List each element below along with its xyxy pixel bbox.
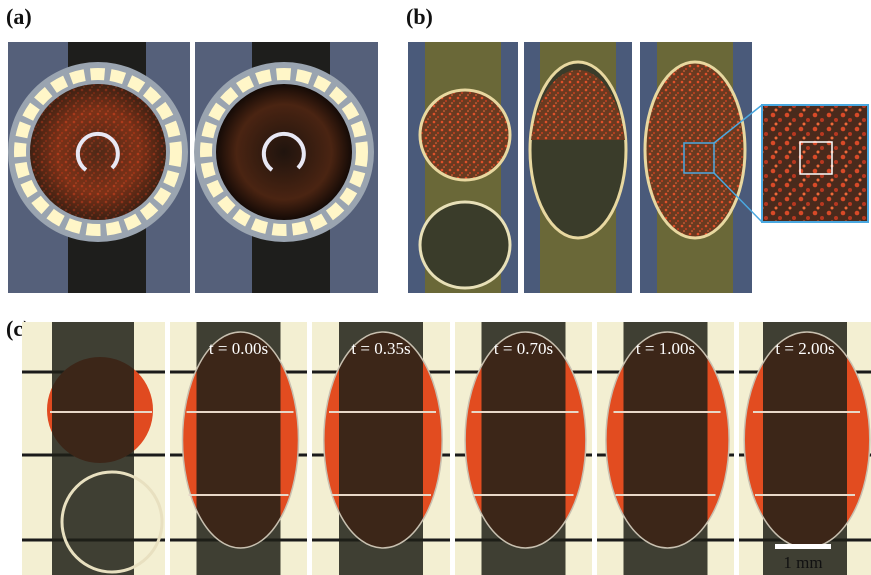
strip (339, 322, 423, 575)
droplet (420, 90, 510, 180)
panel-c-frame: t = 0.70s (455, 322, 592, 575)
particles (30, 84, 166, 220)
inset-image (762, 105, 868, 222)
scale-line (775, 544, 831, 549)
panel-b-frame-1 (408, 42, 518, 293)
strip (197, 322, 281, 575)
empty-ring (420, 202, 510, 288)
timestamp: t = 0.00s (209, 339, 268, 358)
timestamp: t = 2.00s (775, 339, 834, 358)
panel-a-frame-1 (8, 42, 190, 293)
sample (216, 84, 352, 220)
panel-label: (a) (6, 4, 32, 29)
scale-label: 1 mm (783, 553, 822, 572)
panel-c-frame: t = 0.35s (312, 322, 450, 575)
panel-c-frame: t = 0.00s (170, 322, 307, 575)
panel-b-frame-2 (524, 42, 632, 293)
scale-bar: 1 mm (775, 544, 831, 572)
panel-c-frame: t = 2.00s (739, 322, 871, 575)
figure: (a) (b) (0, 0, 871, 575)
panel-c-frames: t = 0.00s t = 0.35s t = 0.70s t = 1.00s t = … (170, 322, 871, 575)
panel-a-frame-2 (194, 42, 378, 293)
droplet (645, 62, 745, 238)
page: Figure html, body { margin: 0; padding: … (0, 0, 871, 575)
panel-c-frame: t = 1.00s (597, 322, 734, 575)
panel-b-inset (762, 105, 868, 222)
timestamp: t = 0.35s (351, 339, 410, 358)
timestamp: t = 0.70s (494, 339, 553, 358)
panel-b-frame-3 (640, 42, 762, 293)
timestamp: t = 1.00s (636, 339, 695, 358)
panel-label: (b) (406, 4, 433, 29)
panel-c-frame-1 (22, 322, 165, 575)
body: {"labels": {"a": "(a)", "b": "(b)", "c":… (0, 0, 871, 575)
